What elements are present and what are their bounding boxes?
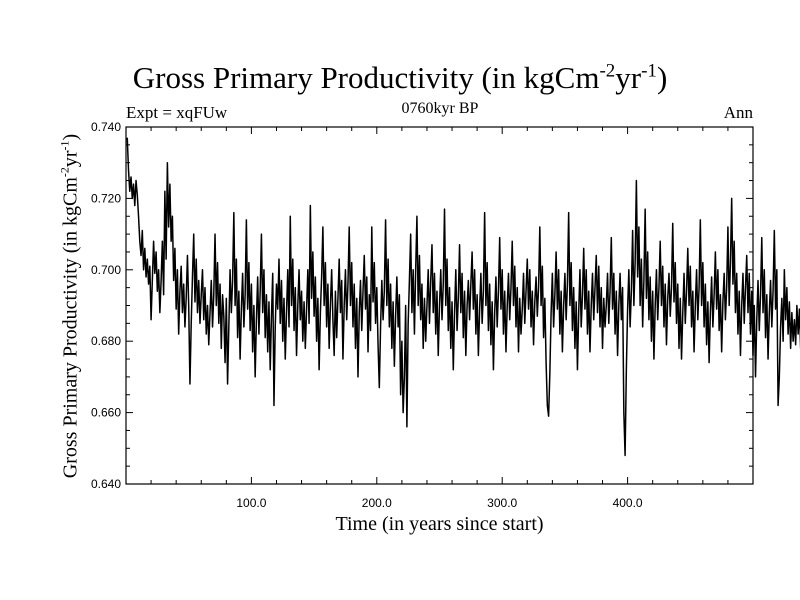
- chart-title-end: ): [656, 60, 668, 95]
- chart-title-text: Gross Primary Productivity (in kgCm: [132, 60, 600, 95]
- y-tick-label: 0.660: [91, 406, 121, 420]
- series-line-gpp: [126, 137, 800, 457]
- x-axis-label: Time (in years since start): [335, 513, 544, 535]
- y-tick-label: 0.720: [91, 191, 121, 205]
- chart-title-mid: yr: [615, 60, 642, 95]
- y-tick-label: 0.700: [91, 263, 121, 277]
- axis-tick-labels: 100.0 200.0 300.0 400.0 0.640 0.660 0.680 0.700…: [91, 120, 643, 510]
- chart-subtitle: 0760kyr BP: [401, 100, 479, 117]
- chart-title-sup-1: -2: [599, 60, 616, 82]
- x-tick-label: 100.0: [236, 496, 266, 510]
- y-tick-label: 0.640: [91, 477, 121, 491]
- x-tick-label: 400.0: [613, 496, 643, 510]
- x-tick-label: 300.0: [487, 496, 517, 510]
- plot-frame: [125, 126, 754, 485]
- x-tick-label: 200.0: [362, 496, 392, 510]
- chart-title: Gross Primary Productivity (in kgCm-2yr-…: [0, 60, 800, 96]
- y-tick-label: 0.740: [91, 120, 121, 134]
- season-label: Ann: [723, 103, 753, 122]
- y-tick-label: 0.680: [91, 334, 121, 348]
- chart-title-sup-2: -1: [641, 60, 657, 82]
- experiment-label: Expt = xqFUw: [126, 103, 228, 122]
